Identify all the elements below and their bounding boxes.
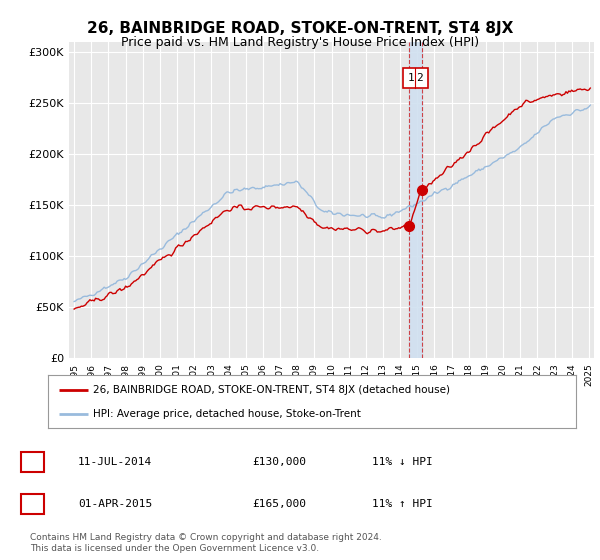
Text: 01-APR-2015: 01-APR-2015 (78, 499, 152, 509)
Text: £130,000: £130,000 (252, 457, 306, 467)
Text: £165,000: £165,000 (252, 499, 306, 509)
Text: 1: 1 (29, 455, 36, 469)
FancyBboxPatch shape (403, 68, 428, 88)
Text: 26, BAINBRIDGE ROAD, STOKE-ON-TRENT, ST4 8JX (detached house): 26, BAINBRIDGE ROAD, STOKE-ON-TRENT, ST4… (93, 385, 450, 395)
Text: 26, BAINBRIDGE ROAD, STOKE-ON-TRENT, ST4 8JX: 26, BAINBRIDGE ROAD, STOKE-ON-TRENT, ST4… (87, 21, 513, 36)
Text: 11% ↓ HPI: 11% ↓ HPI (372, 457, 433, 467)
Text: HPI: Average price, detached house, Stoke-on-Trent: HPI: Average price, detached house, Stok… (93, 409, 361, 419)
Text: 11% ↑ HPI: 11% ↑ HPI (372, 499, 433, 509)
Text: 2: 2 (416, 73, 423, 83)
Text: 1: 1 (408, 73, 415, 83)
Text: 2: 2 (29, 497, 36, 511)
Text: Contains HM Land Registry data © Crown copyright and database right 2024.
This d: Contains HM Land Registry data © Crown c… (30, 533, 382, 553)
Text: 11-JUL-2014: 11-JUL-2014 (78, 457, 152, 467)
Bar (409, 42, 422, 358)
Text: Price paid vs. HM Land Registry's House Price Index (HPI): Price paid vs. HM Land Registry's House … (121, 36, 479, 49)
